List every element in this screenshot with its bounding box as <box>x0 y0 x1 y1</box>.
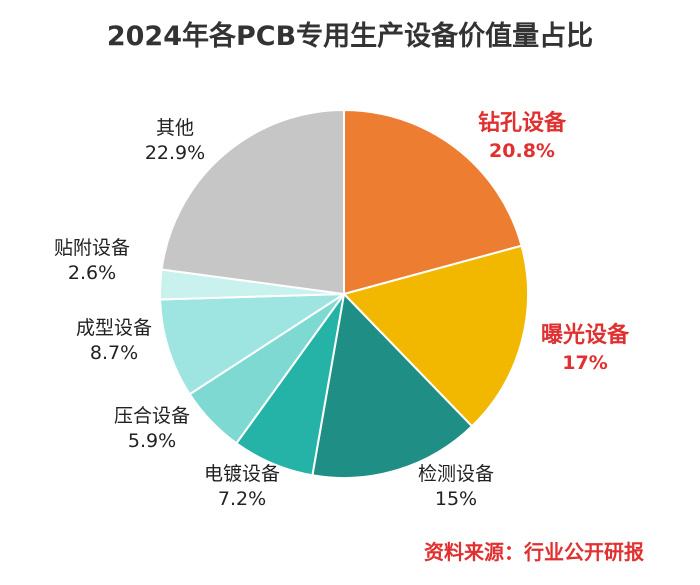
slice-label-3: 检测设备 15% <box>396 462 516 511</box>
slice-label-name: 钻孔设备 <box>477 111 566 136</box>
slice-label-name: 贴附设备 <box>53 237 130 259</box>
slice-label-name: 成型设备 <box>75 317 152 339</box>
slice-label-4: 电镀设备 7.2% <box>182 462 302 511</box>
pie-slice-6 <box>159 292 348 396</box>
slice-label-value: 5.9% <box>127 429 177 452</box>
slice-label-7: 贴附设备 2.6% <box>32 236 152 285</box>
slice-label-name: 压合设备 <box>113 405 190 427</box>
pie-slice-1 <box>343 108 523 296</box>
slice-label-name: 其他 <box>155 117 194 139</box>
slice-label-value: 22.9% <box>144 141 206 164</box>
slice-label-name: 电镀设备 <box>203 463 280 485</box>
slice-label-name: 曝光设备 <box>540 323 629 348</box>
slice-label-value: 7.2% <box>217 487 267 510</box>
slice-label-value: 17% <box>562 351 608 374</box>
pie-slice-2 <box>342 244 529 428</box>
slice-label-5: 压合设备 5.9% <box>92 404 212 453</box>
pie-slice-8 <box>160 108 345 296</box>
slice-label-8: 其他 22.9% <box>120 116 230 165</box>
chart-title: 2024年各PCB专用生产设备价值量占比 <box>106 21 594 52</box>
slice-label-value: 15% <box>434 487 478 510</box>
slice-label-value: 20.8% <box>489 139 555 162</box>
slice-label-6: 成型设备 8.7% <box>54 316 174 365</box>
source-note: 资料来源：行业公开研报 <box>424 540 644 564</box>
slice-label-2: 曝光设备 17% <box>520 322 650 375</box>
slice-label-value: 8.7% <box>89 341 139 364</box>
slice-label-value: 2.6% <box>67 261 117 284</box>
slice-label-name: 检测设备 <box>417 463 494 485</box>
slice-label-1: 钻孔设备 20.8% <box>462 110 582 163</box>
pie-slice-3 <box>311 291 474 480</box>
